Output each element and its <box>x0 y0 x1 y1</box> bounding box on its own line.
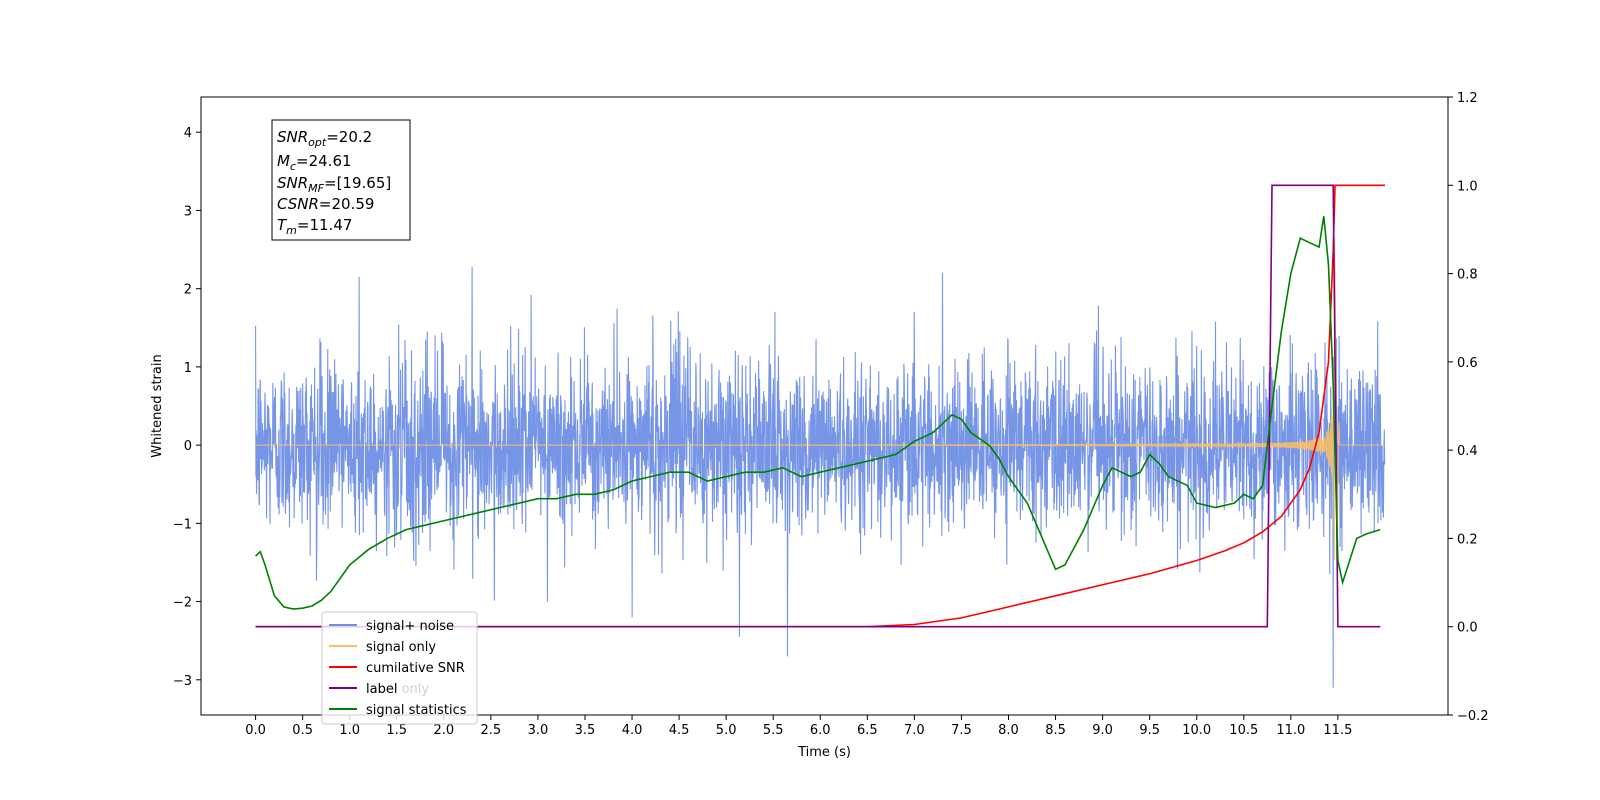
plot-area: 0.0 0.5 1.0 1.5 2.0 2.5 3.0 3.5 4.0 4.5 5.0 5.5 6.0 6… <box>150 91 1489 760</box>
y-right-tick-label: 1.0 <box>1457 179 1478 194</box>
y-right-tick-label: 0.2 <box>1457 532 1478 547</box>
info-line-csnr: CSNR=20.59 <box>277 195 374 213</box>
info-line-snr-opt: SNRopt=20.2 <box>277 128 372 149</box>
x-tick-label: 5.5 <box>763 723 784 738</box>
x-tick-label: 8.5 <box>1045 723 1066 738</box>
info-box-frame <box>271 119 411 241</box>
y-right-tick-label: −0.2 <box>1457 709 1489 724</box>
x-tick-label: 6.5 <box>857 723 878 738</box>
x-tick-label: 4.0 <box>622 723 643 738</box>
x-tick-label: 7.5 <box>951 723 972 738</box>
info-box: SNRopt=20.2 Mc=24.61 SNRMF=[19.65] CSNR=… <box>271 119 411 241</box>
y-left-tick-label: −3 <box>173 674 192 689</box>
x-tick-label: 10.5 <box>1229 723 1258 738</box>
x-tick-label: 1.5 <box>386 723 407 738</box>
y-left-tick-label: −1 <box>173 517 192 532</box>
x-tick-label: 2.5 <box>481 723 502 738</box>
y-left-tick-label: 3 <box>184 204 192 219</box>
x-axis-label: Time (s) <box>797 745 851 760</box>
x-tick-label: 5.0 <box>716 723 737 738</box>
y-left-tick-label: 4 <box>184 126 192 141</box>
legend-label-signal-statistics: signal statistics <box>366 703 467 718</box>
legend-label-signal-only: signal only <box>366 640 436 655</box>
legend-label-cumulative-snr: cumilative SNR <box>366 661 465 676</box>
y-right-tick-label: 0.8 <box>1457 268 1478 283</box>
y-right-tick-label: 0.6 <box>1457 356 1478 371</box>
legend-label-label: label <box>366 682 397 697</box>
x-tick-label: 0.5 <box>292 723 313 738</box>
y-left-tick-label: −2 <box>173 596 192 611</box>
legend: label only signal+ noise signal only cum… <box>321 611 478 725</box>
y-left-tick-label: 2 <box>184 283 192 298</box>
x-tick-label: 10.0 <box>1182 723 1211 738</box>
x-tick-label: 11.0 <box>1276 723 1305 738</box>
x-tick-label: 7.0 <box>904 723 925 738</box>
legend-frame <box>321 611 478 725</box>
y-left-tick-label: 0 <box>184 439 192 454</box>
x-tick-label: 3.5 <box>575 723 596 738</box>
info-line-tm: Tm=11.47 <box>277 216 352 237</box>
series-group <box>255 184 1386 688</box>
info-line-mc: Mc=24.61 <box>277 152 352 173</box>
series-signal-statistics <box>255 216 1381 610</box>
x-tick-label: 8.0 <box>998 723 1019 738</box>
y-left-tick-label: 1 <box>184 361 192 376</box>
x-tick-label: 2.0 <box>433 723 454 738</box>
x-tick-label: 9.5 <box>1139 723 1160 738</box>
legend-label-signal-noise: signal+ noise <box>366 619 454 634</box>
series-signal-only <box>255 237 1385 569</box>
series-label <box>255 184 1381 628</box>
y-axis-label: Whitened strain <box>150 354 165 457</box>
x-tick-label: 9.0 <box>1092 723 1113 738</box>
x-tick-label: 0.0 <box>245 723 266 738</box>
x-tick-label: 6.0 <box>810 723 831 738</box>
x-tick-label: 11.5 <box>1323 723 1352 738</box>
y-right-tick-label: 1.2 <box>1457 91 1478 106</box>
series-signal-noise <box>255 266 1386 688</box>
info-line-snr-mf: SNRMF=[19.65] <box>277 174 391 195</box>
x-tick-label: 3.0 <box>528 723 549 738</box>
x-tick-label: 1.0 <box>339 723 360 738</box>
series-cumulative-snr <box>255 184 1385 628</box>
y-right-tick-label: 0.4 <box>1457 444 1478 459</box>
legend-hidden-text: label only <box>366 682 429 697</box>
x-tick-label: 4.5 <box>669 723 690 738</box>
y-right-tick-label: 0.0 <box>1457 621 1478 636</box>
plot-frame <box>200 96 1449 716</box>
